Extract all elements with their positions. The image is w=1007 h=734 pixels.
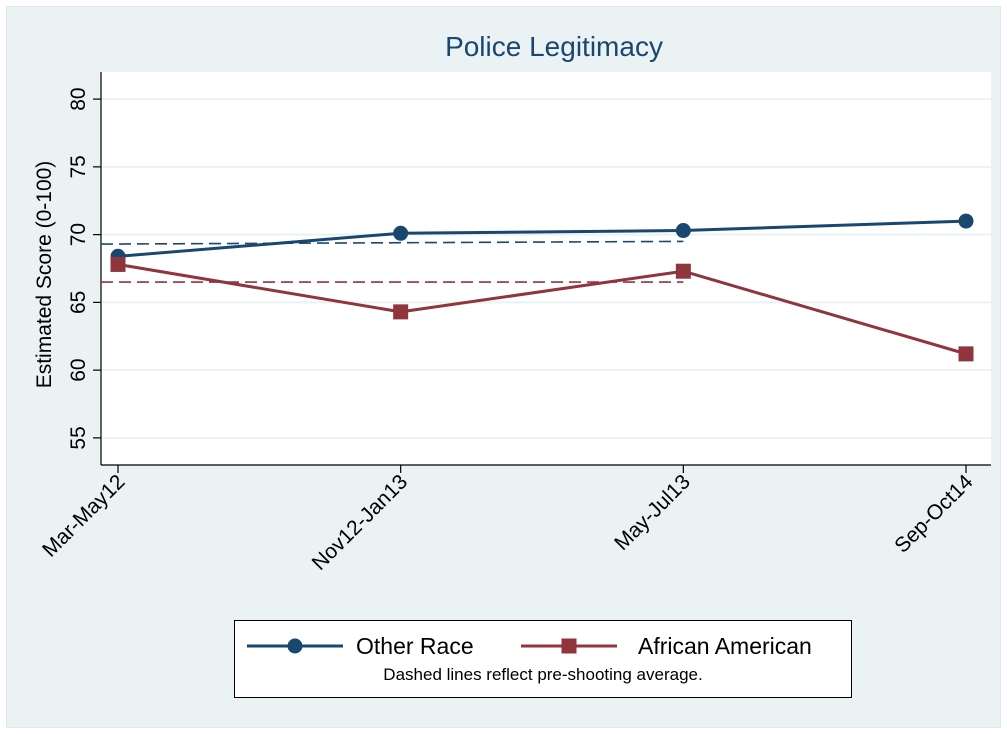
series-line-0 [117, 219, 967, 258]
y-axis-label: Estimated Score (0-100) [33, 161, 56, 389]
y-tick-label: 75 [67, 155, 90, 178]
legend-label-african-american: African American [638, 633, 812, 659]
data-point-1-3 [958, 346, 974, 362]
data-point-0-1 [393, 225, 409, 241]
y-tick-label: 70 [67, 223, 90, 246]
legend-marker-african-american [521, 638, 617, 654]
data-point-0-2 [675, 223, 691, 239]
legend-entry-african-american: African American [521, 633, 841, 659]
y-tick-label: 65 [67, 291, 90, 314]
y-tick-label: 60 [67, 358, 90, 381]
data-point-1-2 [675, 263, 691, 279]
chart-legend: Other Race African American Dashed lines… [234, 620, 852, 698]
x-tick-label: Nov12-Jan13 [308, 470, 413, 575]
legend-entry-other-race: Other Race [247, 633, 577, 659]
plot-area [101, 72, 991, 465]
x-tick-label: Mar-May12 [38, 470, 129, 561]
data-point-0-3 [958, 213, 974, 229]
legend-label-other-race: Other Race [356, 633, 474, 659]
y-tick-label: 80 [67, 87, 90, 110]
legend-note: Dashed lines reflect pre-shooting averag… [383, 665, 703, 684]
x-tick-label: May-Jul13 [610, 470, 695, 555]
chart-title: Police Legitimacy [445, 31, 663, 62]
reference-line-0 [100, 240, 684, 245]
data-point-1-1 [393, 304, 409, 320]
data-point-1-0 [110, 256, 126, 272]
series-line-1 [117, 262, 967, 356]
x-tick-label: Sep-Oct14 [890, 470, 977, 557]
y-tick-label: 55 [67, 426, 90, 449]
legend-marker-other-race [247, 638, 343, 654]
